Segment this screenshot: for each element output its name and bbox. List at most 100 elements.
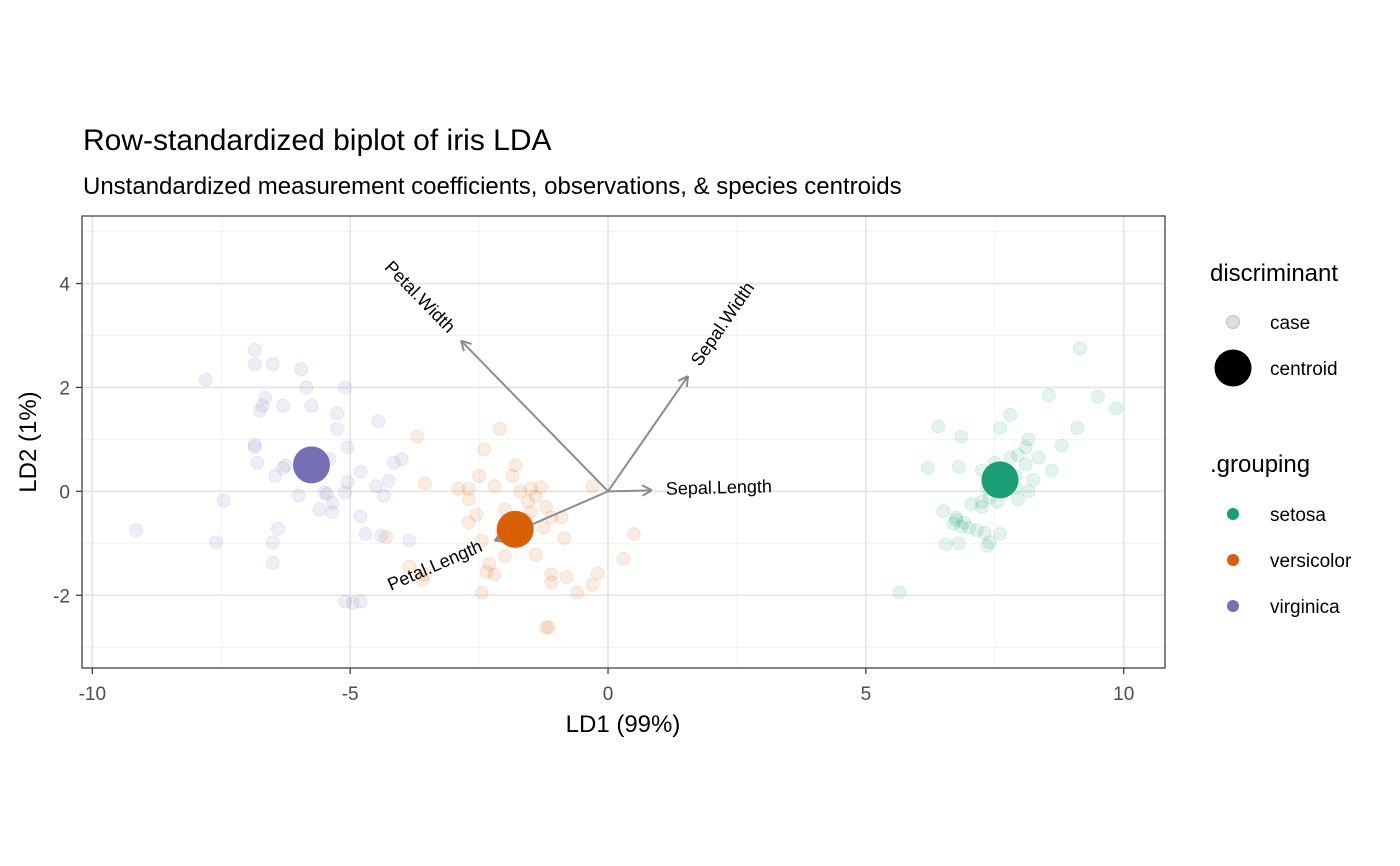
legend-label-virginica: virginica bbox=[1270, 597, 1340, 618]
case-point-virginica bbox=[255, 398, 270, 413]
case-point-setosa bbox=[974, 494, 989, 509]
case-point-virginica bbox=[258, 390, 273, 405]
case-point-virginica bbox=[345, 596, 360, 611]
case-point-virginica bbox=[402, 533, 417, 548]
case-point-versicolor bbox=[461, 492, 476, 507]
case-point-versicolor bbox=[451, 481, 466, 496]
case-point-setosa bbox=[1090, 389, 1105, 404]
case-point-setosa bbox=[1021, 432, 1036, 447]
legend: discriminant case centroid .grouping setosa v… bbox=[1210, 260, 1352, 618]
case-point-setosa bbox=[1018, 440, 1033, 455]
case-points bbox=[129, 341, 1124, 635]
centroid-points bbox=[292, 446, 1019, 548]
case-point-virginica bbox=[353, 464, 368, 479]
case-point-versicolor bbox=[482, 557, 497, 572]
case-point-setosa bbox=[1070, 420, 1085, 435]
case-point-virginica bbox=[268, 468, 283, 483]
case-point-versicolor bbox=[523, 505, 538, 520]
case-point-virginica bbox=[198, 372, 213, 387]
case-point-virginica bbox=[216, 493, 231, 508]
case-point-virginica bbox=[330, 406, 345, 421]
case-point-setosa bbox=[949, 512, 964, 527]
case-point-setosa bbox=[892, 585, 907, 600]
case-point-versicolor bbox=[557, 531, 572, 546]
case-point-virginica bbox=[312, 502, 327, 517]
case-point-setosa bbox=[1044, 463, 1059, 478]
x-tick-label: -10 bbox=[79, 684, 106, 705]
case-point-versicolor bbox=[544, 575, 559, 590]
y-axis-label: LD2 (1%) bbox=[15, 391, 42, 492]
case-point-virginica bbox=[304, 398, 319, 413]
y-tick-label: 0 bbox=[59, 482, 70, 503]
legend-key-setosa bbox=[1227, 508, 1239, 520]
case-point-virginica bbox=[276, 460, 291, 475]
axes: -10 -5 0 5 10 -2 0 2 4 bbox=[53, 275, 1134, 705]
case-point-virginica bbox=[338, 594, 353, 609]
case-point-versicolor bbox=[508, 458, 523, 473]
case-point-setosa bbox=[931, 419, 946, 434]
case-point-versicolor bbox=[415, 572, 430, 587]
case-point-setosa bbox=[938, 537, 953, 552]
case-point-versicolor bbox=[513, 484, 528, 499]
case-point-versicolor bbox=[528, 547, 543, 562]
arrow-label-sepal-length: Sepal.Length bbox=[666, 476, 773, 499]
case-point-versicolor bbox=[585, 479, 600, 494]
case-point-virginica bbox=[278, 458, 293, 473]
case-point-versicolor bbox=[402, 559, 417, 574]
y-tick-label: 2 bbox=[59, 378, 70, 399]
case-point-setosa bbox=[977, 525, 992, 540]
case-point-virginica bbox=[325, 495, 340, 510]
case-point-versicolor bbox=[469, 507, 484, 522]
case-point-versicolor bbox=[590, 566, 605, 581]
case-point-setosa bbox=[1021, 484, 1036, 499]
case-point-virginica bbox=[250, 455, 265, 470]
case-point-virginica bbox=[276, 398, 291, 413]
legend-title-discriminant: discriminant bbox=[1210, 260, 1338, 287]
case-point-versicolor bbox=[559, 570, 574, 585]
case-point-setosa bbox=[964, 497, 979, 512]
case-point-versicolor bbox=[472, 468, 487, 483]
case-point-virginica bbox=[265, 357, 280, 372]
case-point-setosa bbox=[951, 536, 966, 551]
case-point-virginica bbox=[353, 594, 368, 609]
case-point-virginica bbox=[376, 488, 391, 503]
case-point-virginica bbox=[374, 528, 389, 543]
case-point-versicolor bbox=[379, 530, 394, 545]
case-point-versicolor bbox=[539, 499, 554, 514]
case-point-versicolor bbox=[521, 494, 536, 509]
y-tick-label: 4 bbox=[59, 275, 70, 296]
legend-key-centroid bbox=[1214, 349, 1252, 387]
x-tick-label: -5 bbox=[342, 684, 359, 705]
case-point-setosa bbox=[936, 504, 951, 519]
case-point-versicolor bbox=[523, 481, 538, 496]
case-point-setosa bbox=[969, 523, 984, 538]
case-point-versicolor bbox=[497, 549, 512, 564]
case-point-setosa bbox=[951, 459, 966, 474]
x-axis-label: LD1 (99%) bbox=[566, 711, 681, 738]
case-point-versicolor bbox=[417, 476, 432, 491]
case-point-versicolor bbox=[492, 422, 507, 437]
case-point-virginica bbox=[247, 343, 262, 358]
case-point-setosa bbox=[1018, 457, 1033, 472]
case-point-setosa bbox=[992, 526, 1007, 541]
case-point-virginica bbox=[247, 440, 262, 455]
case-point-versicolor bbox=[461, 481, 476, 496]
legend-label-case: case bbox=[1270, 313, 1310, 334]
case-point-virginica bbox=[299, 380, 314, 395]
case-point-setosa bbox=[1031, 450, 1046, 465]
case-point-virginica bbox=[325, 505, 340, 520]
panel-background bbox=[82, 216, 1165, 668]
case-point-virginica bbox=[291, 488, 306, 503]
case-point-setosa bbox=[1026, 472, 1041, 487]
case-point-versicolor bbox=[505, 468, 520, 483]
case-point-setosa bbox=[1109, 401, 1124, 416]
legend-title-grouping: .grouping bbox=[1210, 451, 1310, 478]
case-point-versicolor bbox=[528, 489, 543, 504]
legend-key-case bbox=[1226, 315, 1240, 329]
case-point-virginica bbox=[381, 473, 396, 488]
case-point-virginica bbox=[247, 357, 262, 372]
case-point-versicolor bbox=[479, 564, 494, 579]
x-tick-label: 5 bbox=[861, 684, 872, 705]
case-point-virginica bbox=[330, 422, 345, 437]
